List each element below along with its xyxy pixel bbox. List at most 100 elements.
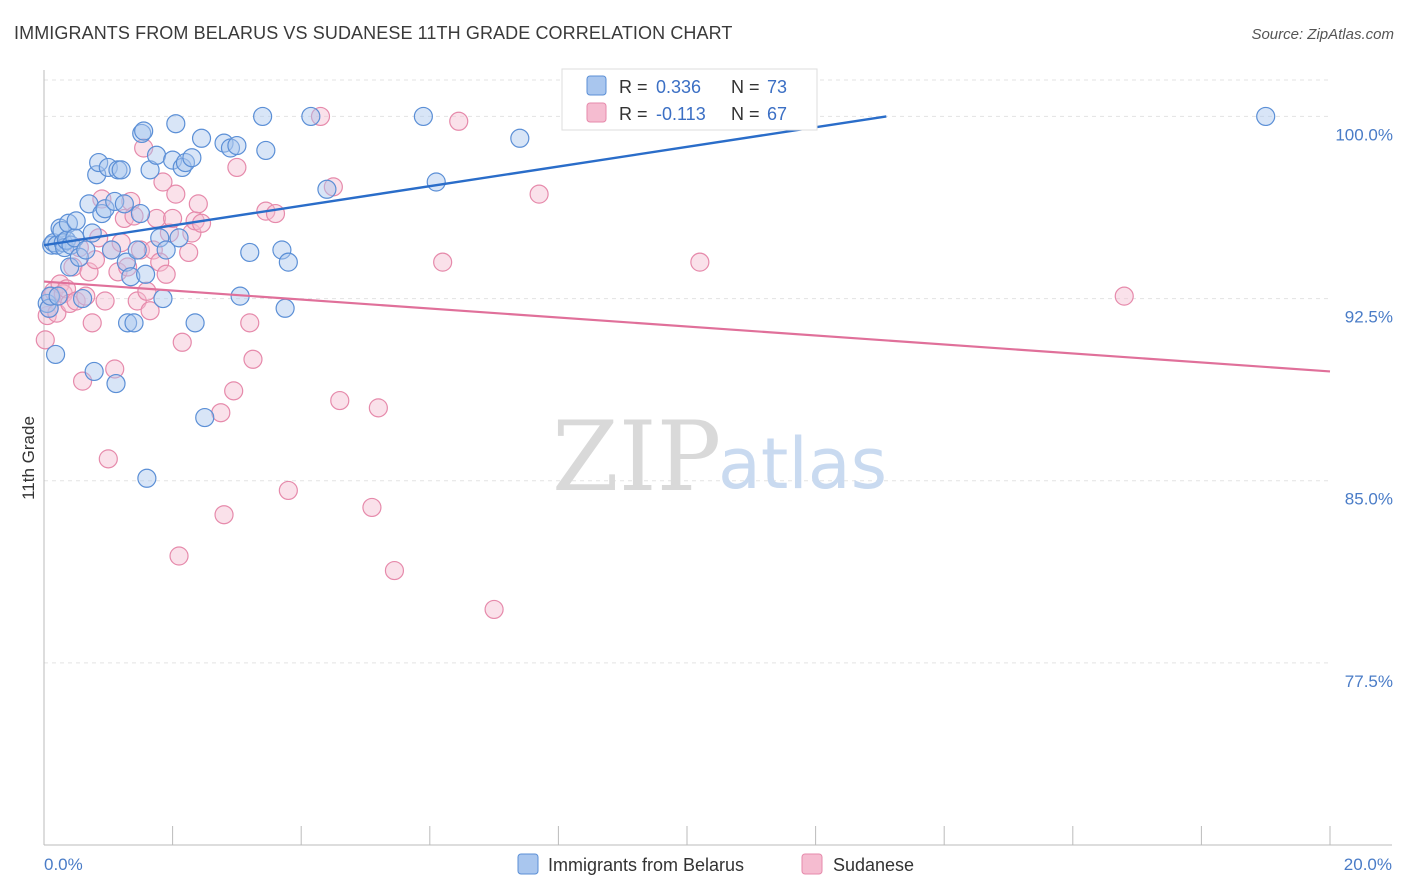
belarus-point [195, 407, 215, 428]
belarus-point [510, 128, 530, 148]
sudanese-point [108, 262, 128, 282]
chart-source: Source: ZipAtlas.com [1251, 26, 1394, 43]
sudanese-point [191, 213, 212, 233]
y-tick-label: 92.5% [1345, 308, 1393, 327]
belarus-point [134, 121, 154, 141]
sudanese-point [150, 252, 170, 272]
sudanese-point [137, 281, 157, 301]
sudanese-point [449, 111, 469, 131]
y-axis-label: 11th Grade [19, 416, 38, 500]
belarus-point [130, 203, 151, 224]
trend-lines [43, 115, 1331, 373]
legend-r-value-sudanese: -0.113 [656, 104, 706, 124]
legend-r-value-belarus: 0.336 [656, 77, 701, 97]
sudanese-point [690, 252, 710, 272]
trend-line-sudanese [43, 280, 1331, 373]
chart-title: IMMIGRANTS FROM BELARUS VS SUDANESE 11TH… [14, 23, 733, 43]
sudanese-point [35, 330, 55, 350]
belarus-point [156, 240, 176, 260]
sudanese-point [1114, 286, 1134, 306]
legend-r-label-sudanese: R = [619, 104, 648, 124]
belarus-point [124, 313, 144, 333]
belarus-point [146, 145, 167, 165]
sudanese-point [146, 208, 167, 229]
belarus-point [135, 264, 156, 284]
sudanese-point [214, 505, 234, 525]
stats-legend: R = 0.336 N = 73 R = -0.113 N = 67 [561, 68, 818, 131]
belarus-point [317, 179, 337, 199]
sudanese-point [79, 262, 99, 282]
sudanese-point [140, 301, 160, 321]
belarus-point [76, 240, 96, 260]
belarus-point [116, 252, 136, 272]
sudanese-point [95, 291, 115, 311]
belarus-point [413, 106, 433, 127]
belarus-point [137, 468, 157, 488]
bottom-legend-swatch-sudanese [801, 853, 823, 875]
legend-swatch-sudanese [586, 102, 607, 123]
belarus-point [301, 106, 321, 127]
belarus-point [117, 313, 138, 333]
belarus-point [256, 140, 276, 161]
sudanese-point [85, 250, 106, 270]
belarus-point [275, 298, 295, 318]
sudanese-point [153, 172, 173, 192]
belarus-point [166, 114, 186, 134]
legend-n-value-sudanese: 67 [767, 104, 787, 124]
belarus-point [89, 152, 109, 173]
belarus-point [69, 247, 89, 267]
belarus-point [95, 199, 115, 219]
belarus-point [106, 373, 126, 394]
legend-n-label-belarus: N = [731, 77, 760, 97]
legend-n-value-belarus: 73 [767, 77, 787, 97]
belarus-point [185, 313, 205, 333]
belarus-point [253, 106, 273, 127]
belarus-point [426, 172, 446, 192]
x-tick-label-max: 20.0% [1344, 855, 1392, 874]
belarus-point [45, 344, 66, 365]
sudanese-point [529, 184, 549, 204]
x-axis-ticks [43, 826, 1331, 845]
sudanese-point [368, 398, 388, 418]
sudanese-point [265, 203, 286, 224]
sudanese-point [211, 403, 231, 423]
y-axis-tick-labels: 100.0% 92.5% 85.0% 77.5% [1335, 125, 1393, 690]
sudanese-point [156, 264, 176, 284]
legend-swatch-belarus [586, 75, 607, 96]
belarus-point [227, 135, 247, 156]
belarus-point [1256, 106, 1276, 127]
belarus-point [111, 160, 131, 180]
sudanese-point [278, 480, 298, 501]
belarus-point [40, 286, 61, 306]
sudanese-point [384, 560, 405, 581]
y-tick-label: 77.5% [1345, 672, 1393, 691]
sudanese-point [82, 313, 102, 333]
watermark-atlas: atlas [718, 423, 887, 505]
sudanese-point [98, 449, 118, 469]
sudanese-point [169, 546, 189, 566]
bottom-legend-label-belarus: Immigrants from Belarus [548, 855, 744, 875]
belarus-point [114, 194, 134, 214]
belarus-point [66, 211, 86, 231]
belarus-point [278, 252, 298, 272]
belarus-point [153, 288, 173, 309]
belarus-point [272, 240, 292, 260]
belarus-point [101, 240, 122, 260]
belarus-point [182, 148, 202, 168]
x-tick-label-min: 0.0% [44, 855, 83, 874]
series-sudanese [35, 106, 1134, 620]
belarus-point [84, 361, 104, 382]
sudanese-point [163, 208, 183, 229]
sudanese-point [240, 313, 260, 333]
sudanese-point [362, 497, 382, 518]
belarus-point [60, 257, 80, 277]
belarus-point [191, 128, 212, 148]
y-tick-label: 85.0% [1345, 490, 1393, 509]
sudanese-point [484, 599, 504, 620]
sudanese-point [166, 184, 186, 204]
belarus-point [240, 242, 260, 263]
sudanese-point [76, 286, 96, 306]
belarus-point [72, 288, 93, 309]
belarus-point [127, 240, 147, 260]
